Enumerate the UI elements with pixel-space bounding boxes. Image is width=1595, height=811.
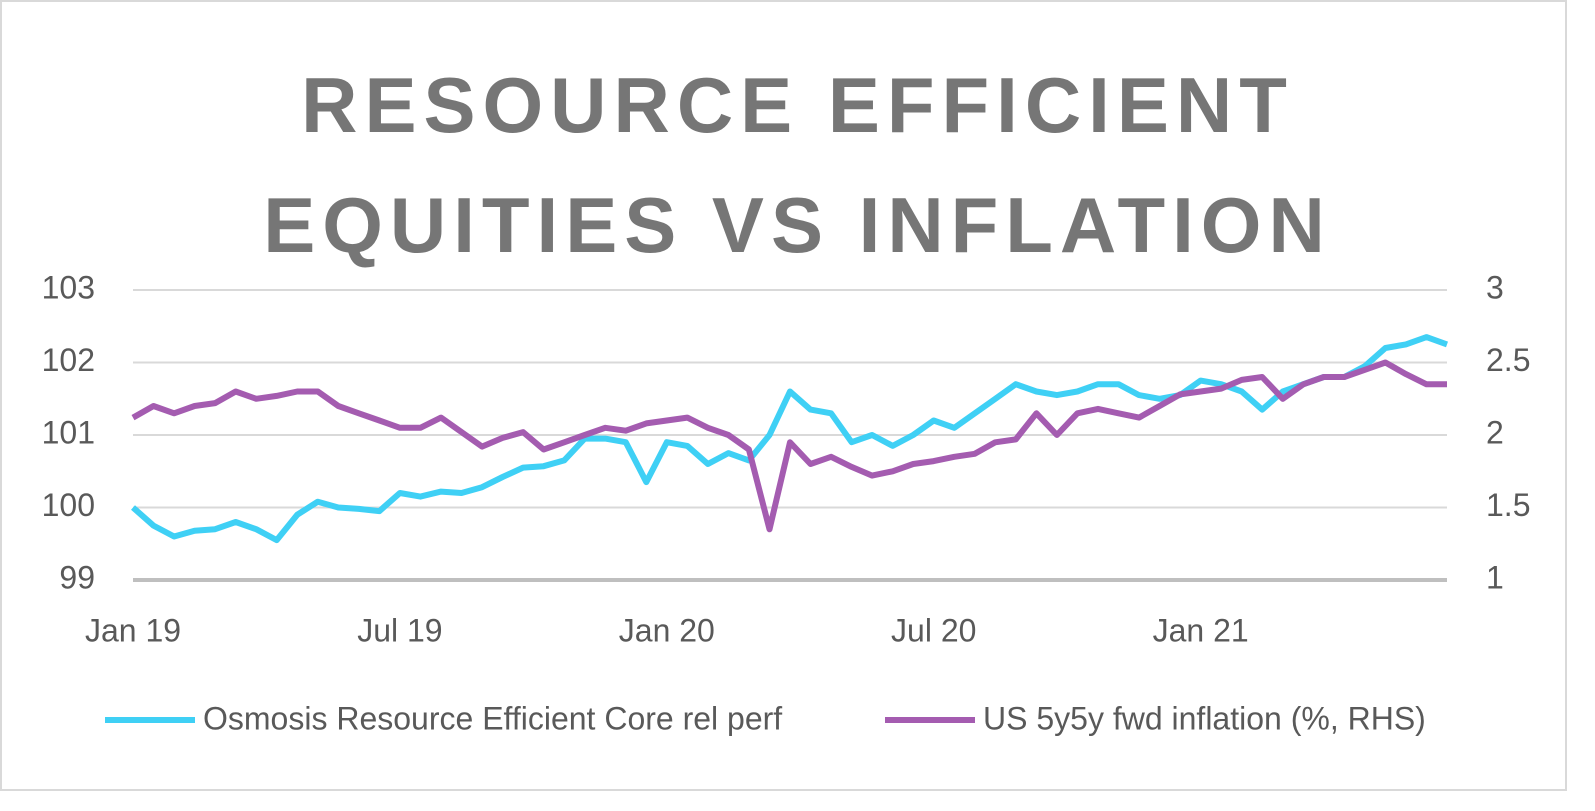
x-tick-label: Jan 19 (85, 612, 181, 648)
y-tick-label: 103 (42, 269, 95, 305)
y-tick-label: 99 (59, 559, 95, 595)
legend-label: Osmosis Resource Efficient Core rel perf (203, 700, 782, 736)
legend-label: US 5y5y fwd inflation (%, RHS) (983, 700, 1426, 736)
y2-tick-label: 3 (1486, 269, 1504, 305)
x-tick-label: Jul 19 (357, 612, 442, 648)
y2-tick-label: 1 (1486, 559, 1504, 595)
x-tick-label: Jan 21 (1153, 612, 1249, 648)
chart-border (0, 0, 1567, 791)
x-tick-label: Jan 20 (619, 612, 715, 648)
x-tick-label: Jul 20 (891, 612, 976, 648)
series-line (131, 359, 1447, 533)
y2-tick-label: 2.5 (1486, 342, 1530, 378)
chart-title: RESOURCE EFFICIENT EQUITIES VS INFLATION (263, 61, 1332, 269)
chart-title-box: RESOURCE EFFICIENT EQUITIES VS INFLATION (0, 45, 1595, 285)
y2-tick-label: 2 (1486, 414, 1504, 450)
y-tick-label: 101 (42, 414, 95, 450)
y-tick-label: 102 (42, 342, 95, 378)
y2-tick-label: 1.5 (1486, 487, 1530, 523)
series-line (131, 334, 1449, 544)
y-tick-label: 100 (42, 487, 95, 523)
